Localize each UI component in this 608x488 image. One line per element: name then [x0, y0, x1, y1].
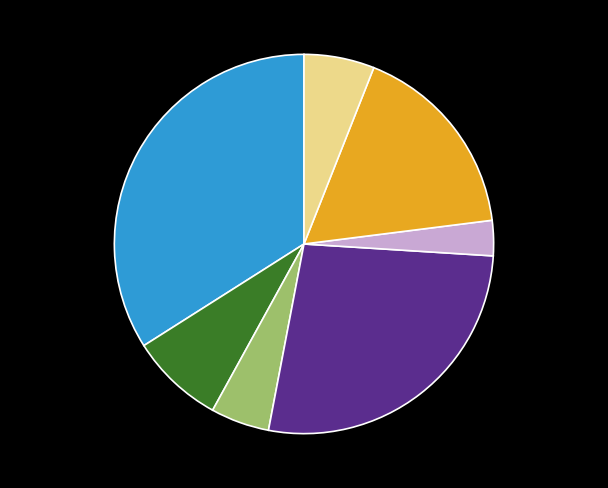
- Wedge shape: [114, 54, 304, 346]
- Wedge shape: [269, 244, 493, 434]
- Wedge shape: [304, 54, 374, 244]
- Wedge shape: [213, 244, 304, 430]
- Wedge shape: [144, 244, 304, 410]
- Wedge shape: [304, 220, 494, 256]
- Wedge shape: [304, 68, 492, 244]
